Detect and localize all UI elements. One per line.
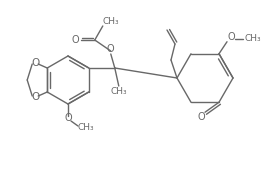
Text: CH₃: CH₃ xyxy=(103,17,119,26)
Text: O: O xyxy=(197,112,205,122)
Text: CH₃: CH₃ xyxy=(111,87,127,96)
Text: O: O xyxy=(72,35,79,45)
Text: O: O xyxy=(31,92,39,102)
Text: CH₃: CH₃ xyxy=(245,34,261,43)
Text: O: O xyxy=(107,44,115,54)
Text: O: O xyxy=(227,32,235,42)
Text: CH₃: CH₃ xyxy=(78,124,94,133)
Text: O: O xyxy=(31,58,39,68)
Text: O: O xyxy=(64,113,72,123)
